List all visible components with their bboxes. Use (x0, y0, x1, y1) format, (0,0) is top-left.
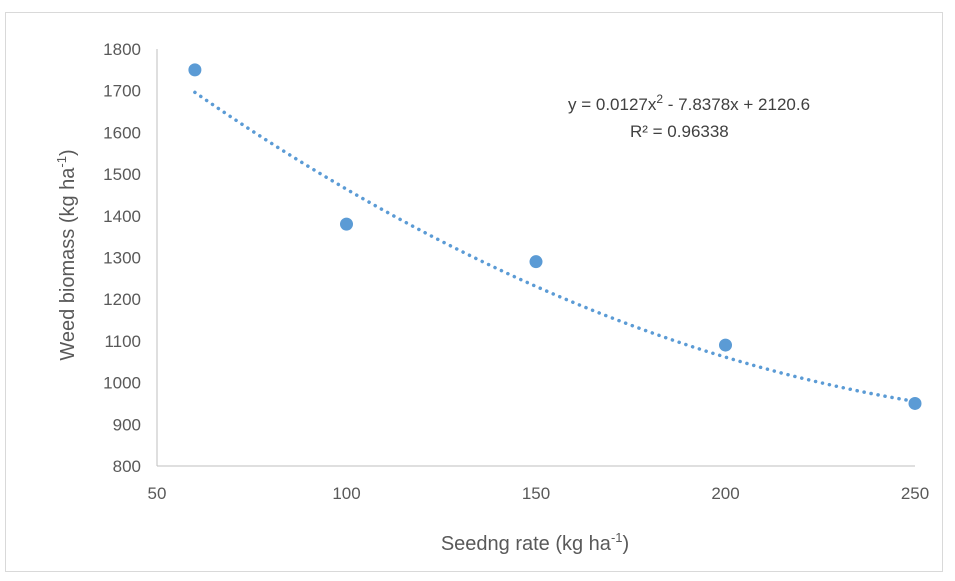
trendline (195, 92, 915, 401)
x-axis-title-text: Seedng rate (kg ha (441, 533, 612, 555)
x-tick-label: 150 (522, 484, 550, 503)
x-tick-label: 50 (148, 484, 167, 503)
data-point (719, 339, 732, 352)
y-tick-label: 1200 (103, 290, 141, 309)
y-tick-label: 1100 (104, 332, 141, 351)
data-point (909, 397, 922, 410)
equation-prefix: y = 0.0127x (568, 95, 657, 114)
y-axis-title: Weed biomass (kg ha-1) (54, 149, 79, 360)
x-tick-label: 100 (332, 484, 360, 503)
y-axis-title-end: ) (57, 149, 79, 156)
y-tick-label: 800 (113, 457, 141, 476)
y-axis-title-text: Weed biomass (kg ha (57, 167, 79, 361)
y-tick-label: 1300 (103, 249, 141, 268)
y-tick-label: 1500 (103, 165, 141, 184)
data-points (188, 63, 921, 410)
data-point (188, 63, 201, 76)
x-axis-title-superscript: -1 (611, 530, 623, 545)
y-tick-label: 900 (113, 415, 141, 434)
y-tick-label: 1000 (103, 374, 141, 393)
y-tick-label: 1600 (103, 123, 141, 142)
y-tick-labels: 800 900 1000 1100 1200 1300 1400 1500 1600 1700 18… (103, 40, 141, 476)
x-tick-label: 200 (711, 484, 739, 503)
y-axis-title-superscript: -1 (54, 156, 69, 168)
r-squared-label: R² = 0.96338 (630, 122, 729, 141)
trendline-equation: y = 0.0127x2 - 7.8378x + 2120.6 (568, 92, 810, 114)
data-point (340, 218, 353, 231)
x-tick-label: 250 (901, 484, 929, 503)
y-tick-label: 1400 (103, 207, 141, 226)
y-tick-label: 1700 (103, 82, 141, 101)
x-tick-labels: 50 100 150 200 250 (148, 484, 930, 503)
x-axis-title: Seedng rate (kg ha-1) (441, 530, 629, 555)
x-axis-title-end: ) (623, 533, 630, 555)
y-tick-label: 1800 (103, 40, 141, 59)
data-point (530, 255, 543, 268)
equation-suffix: - 7.8378x + 2120.6 (663, 95, 810, 114)
